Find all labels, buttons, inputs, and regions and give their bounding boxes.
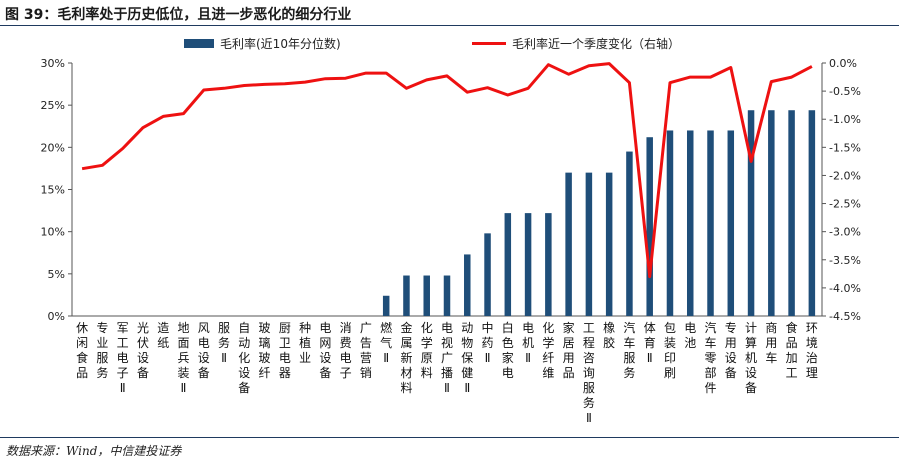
left-tick-label: 30% <box>41 57 65 70</box>
bar <box>788 110 795 316</box>
left-tick-label: 20% <box>41 141 65 154</box>
bar <box>686 130 694 316</box>
title-divider <box>0 25 899 26</box>
x-tick-label: 自动化设备 <box>238 321 250 395</box>
x-tick-label: 光伏设备 <box>137 321 149 380</box>
legend-item-line: 毛利率近一个季度变化（右轴） <box>472 35 680 52</box>
x-tick-label: 工程咨询服务 Ⅱ <box>583 321 595 425</box>
x-tick-label: 汽车服务 <box>623 320 635 380</box>
x-tick-label: 休闲食品 <box>76 321 88 380</box>
x-tick-label: 专业服务 <box>96 320 108 380</box>
x-tick-label: 消费电子 <box>340 321 352 380</box>
x-tick-label: 化学原料 <box>421 321 433 380</box>
bar <box>484 233 491 316</box>
left-tick-label: 5% <box>48 268 65 281</box>
right-tick-label: -2.5% <box>829 198 861 211</box>
bar <box>403 275 410 316</box>
x-tick-label: 地面兵装 Ⅱ <box>177 321 189 395</box>
right-tick-label: -2.0% <box>829 169 861 182</box>
left-tick-label: 25% <box>41 99 65 112</box>
x-tick-label: 食品加工 <box>786 320 798 380</box>
bar <box>504 213 512 316</box>
right-tick-label: -1.5% <box>829 141 861 154</box>
right-tick-label: -3.0% <box>829 226 861 239</box>
right-tick-label: -3.5% <box>829 254 861 267</box>
chart-canvas: 0% 5% 10% 15% 20% 25% 30% -4.5% -4.0% -3.5% -3.0% -… <box>41 57 861 425</box>
bar <box>605 172 613 316</box>
bar <box>666 130 674 316</box>
x-tick-label: 玻璃玻纤 <box>259 321 271 380</box>
x-tick-label: 电网设备 <box>319 321 331 380</box>
right-tick-label: -4.5% <box>829 310 861 323</box>
source-divider <box>0 437 899 438</box>
x-tick-label: 体育 Ⅱ <box>644 321 656 365</box>
legend: 毛利率(近10年分位数) 毛利率近一个季度变化（右轴） <box>0 35 899 55</box>
bar <box>443 275 451 316</box>
x-tick-label: 造纸 <box>157 321 169 350</box>
bar <box>768 110 775 316</box>
x-tick-label: 风电设备 <box>198 321 210 380</box>
bar <box>423 275 430 316</box>
right-tick-label: -1.0% <box>829 113 861 126</box>
x-tick-label: 专用设备 <box>725 320 737 380</box>
x-tick-label: 广告营销 <box>360 321 372 380</box>
source-note: 数据来源：Wind，中信建投证券 <box>6 444 182 458</box>
x-tick-label: 服务 Ⅱ <box>218 321 230 365</box>
bar <box>707 130 714 316</box>
bar <box>808 110 816 316</box>
x-tick-label: 电池 <box>684 321 696 350</box>
x-tick-label: 商用车 <box>765 320 777 365</box>
x-tick-label: 电视广播 Ⅱ <box>441 321 453 395</box>
x-tick-label: 金属新材料 <box>400 320 412 395</box>
legend-bar-swatch <box>184 39 214 48</box>
x-tick-label: 计算机设备 <box>745 321 757 395</box>
legend-item-bar: 毛利率(近10年分位数) <box>184 35 341 52</box>
legend-bar-label: 毛利率(近10年分位数) <box>220 37 341 51</box>
right-tick-label: -4.0% <box>829 282 861 295</box>
bar <box>585 172 593 316</box>
chart-title: 图 39：毛利率处于历史低位，且进一步恶化的细分行业 <box>5 7 352 23</box>
right-tick-label: -0.5% <box>829 85 861 98</box>
right-tick-label: 0.0% <box>829 57 857 70</box>
x-tick-label: 种植业 <box>299 321 311 365</box>
x-tick-label: 燃气 Ⅱ <box>380 320 392 365</box>
x-tick-label: 化学纤维 <box>542 321 554 380</box>
left-tick-label: 15% <box>41 184 65 197</box>
x-tick-label: 厨卫电器 <box>279 321 291 380</box>
change-line <box>81 62 813 279</box>
x-tick-label: 橡胶 <box>603 321 615 350</box>
x-tick-label: 动物保健 Ⅱ <box>461 321 473 395</box>
bar <box>545 213 552 316</box>
bar <box>524 213 532 316</box>
x-tick-label: 环境治理 <box>806 321 818 380</box>
x-tick-label: 电机 Ⅱ <box>522 321 534 365</box>
bar <box>565 172 572 316</box>
bar <box>727 130 735 316</box>
x-tick-label: 中药 Ⅱ <box>482 320 494 365</box>
x-tick-label: 包装印刷 <box>664 321 676 380</box>
bar <box>626 151 633 316</box>
bar <box>382 295 390 316</box>
x-tick-label: 家居用品 <box>563 320 575 380</box>
x-tick-label: 汽车零部件 <box>705 320 717 395</box>
left-tick-label: 10% <box>41 226 65 239</box>
left-tick-label: 0% <box>48 310 65 323</box>
x-tick-label: 白色家电 <box>502 320 514 380</box>
x-tick-label: 军工电子 Ⅱ <box>117 321 129 395</box>
bar <box>464 254 471 316</box>
legend-line-label: 毛利率近一个季度变化（右轴） <box>512 37 681 51</box>
bar <box>646 137 653 316</box>
bar <box>747 110 755 316</box>
legend-line-swatch <box>472 42 506 45</box>
